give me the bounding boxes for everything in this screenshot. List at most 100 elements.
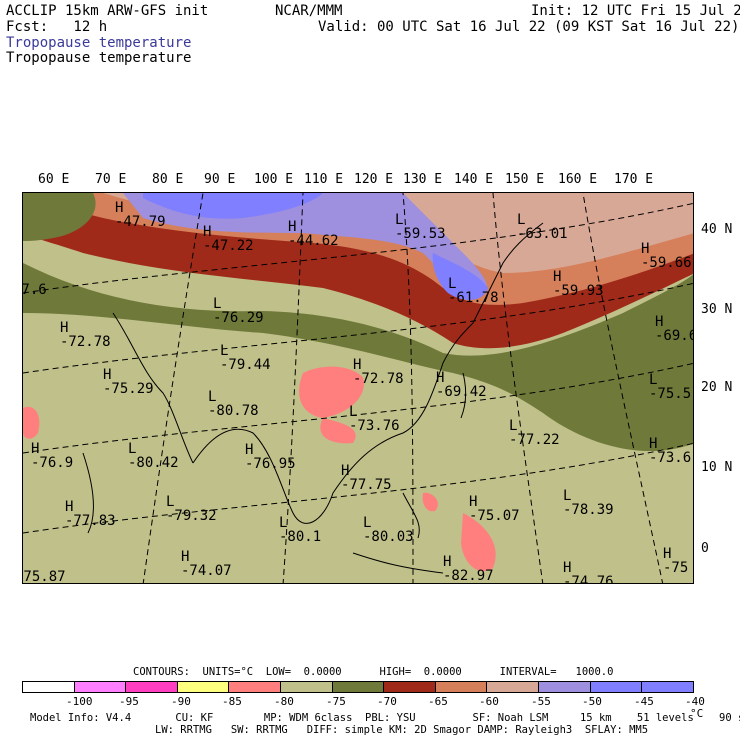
field-extremum-label: L -75.5: [649, 373, 691, 401]
extremum-marker: H: [563, 560, 572, 576]
legend-tick: -75: [326, 695, 346, 708]
legend-tick: -45: [634, 695, 654, 708]
extremum-value: -80.03: [363, 529, 414, 545]
extremum-value: -73.6: [649, 450, 692, 466]
extremum-value: -76.9: [31, 455, 74, 471]
field-title-1: Tropopause temperature: [6, 35, 192, 51]
legend-tick: -60: [479, 695, 499, 708]
lon-label: 140 E: [454, 172, 494, 187]
extremum-value: -74.07: [181, 563, 232, 579]
model-info-line-2: LW: RRTMG SW: RRTMG DIFF: simple KM: 2D …: [155, 724, 649, 736]
legend-swatch: [435, 682, 488, 692]
model-info-line-1: Model Info: V4.4 CU: KF MP: WDM 6class P…: [30, 712, 740, 724]
extremum-marker: L: [517, 212, 526, 228]
field-extremum-label: L -80.03: [363, 516, 414, 544]
field-extremum-label: L -63.01: [517, 213, 568, 241]
lon-label: 150 E: [505, 172, 545, 187]
field-extremum-label: H -75: [663, 547, 688, 575]
lon-label: 120 E: [354, 172, 394, 187]
extremum-value: -76.95: [245, 456, 296, 472]
field-extremum-label: L -59.53: [395, 213, 446, 241]
extremum-value: -63.01: [517, 226, 568, 242]
extremum-marker: L: [128, 441, 137, 457]
forecast-hour: Fcst: 12 h: [6, 19, 108, 35]
extremum-value: -72.78: [60, 334, 111, 350]
extremum-marker: L: [509, 418, 518, 434]
legend-swatch: [384, 682, 436, 692]
extremum-marker: L: [220, 343, 229, 359]
lon-label: 100 E: [254, 172, 294, 187]
lon-label: 170 E: [614, 172, 654, 187]
color-legend: [22, 681, 694, 693]
field-extremum-label: H -75.29: [103, 368, 154, 396]
legend-tick: -95: [119, 695, 139, 708]
extremum-value: -79.32: [166, 508, 217, 524]
field-extremum-label: H -76.95: [245, 443, 296, 471]
field-extremum-label: L -80.1: [279, 516, 321, 544]
init-time: Init: 12 UTC Fri 15 Jul 22: [531, 3, 740, 19]
extremum-marker: H: [443, 554, 452, 570]
extremum-value: 77.6: [22, 282, 47, 298]
legend-swatch: [177, 682, 230, 692]
extremum-marker: H: [649, 436, 658, 452]
temperature-field: [23, 193, 693, 583]
extremum-marker: H: [23, 555, 24, 571]
extremum-marker: H: [353, 357, 362, 373]
extremum-value: -75.87: [23, 569, 66, 584]
extremum-marker: L: [649, 372, 658, 388]
extremum-value: -75.07: [469, 508, 520, 524]
extremum-marker: H: [245, 442, 254, 458]
extremum-value: -59.93: [553, 283, 604, 299]
legend-tick: -50: [582, 695, 602, 708]
extremum-marker: H: [65, 499, 74, 515]
legend-swatch: [23, 682, 75, 692]
extremum-value: -77.75: [341, 477, 392, 493]
extremum-marker: H: [115, 200, 124, 216]
field-extremum-label: L -76.29: [213, 297, 264, 325]
extremum-value: -47.79: [115, 214, 166, 230]
extremum-marker: L: [349, 404, 358, 420]
center-name: NCAR/MMM: [275, 3, 343, 19]
extremum-marker: H: [103, 367, 112, 383]
legend-tick: -90: [171, 695, 191, 708]
extremum-value: -59.66: [641, 255, 692, 271]
lon-label: 80 E: [152, 172, 184, 187]
field-extremum-label: H -75.07: [469, 495, 520, 523]
field-extremum-label: H -74.76: [563, 560, 614, 583]
extremum-value: -80.1: [279, 529, 322, 545]
legend-tick: -85: [222, 695, 242, 708]
extremum-value: -79.44: [220, 357, 271, 373]
field-extremum-label: L -77.22: [509, 419, 560, 447]
field-extremum-label: L -73.76: [349, 405, 400, 433]
legend-swatch: [126, 682, 178, 692]
extremum-value: -78.39: [563, 502, 614, 518]
extremum-value: -77.22: [509, 432, 560, 448]
extremum-value: -59.53: [395, 226, 446, 242]
field-extremum-label: H -77.75: [341, 464, 392, 492]
extremum-marker: H: [663, 546, 672, 562]
extremum-value: -82.97: [443, 568, 494, 584]
legend-swatch: [229, 682, 282, 692]
map-panel: H -47.79 H -47.22 H -44.62 L -59.53 L -63.01 …: [22, 192, 694, 584]
legend-tick: -65: [428, 695, 448, 708]
extremum-value: -72.78: [353, 371, 404, 387]
extremum-marker: H: [553, 269, 562, 285]
lon-label: 130 E: [403, 172, 443, 187]
field-extremum-label: H -82.97: [443, 555, 494, 583]
field-extremum-label: H -74.07: [181, 550, 232, 578]
extremum-marker: L: [363, 515, 372, 531]
extremum-value: -76.29: [213, 310, 264, 326]
model-title: ACCLIP 15km ARW-GFS init: [6, 3, 209, 19]
lat-label: 20 N: [701, 380, 733, 395]
legend-tick: -55: [531, 695, 551, 708]
field-extremum-label: L -80.42: [128, 442, 179, 470]
legend-tick: -80: [274, 695, 294, 708]
legend-unit: °C: [690, 707, 704, 720]
extremum-value: -80.42: [128, 455, 179, 471]
extremum-marker: H: [641, 241, 650, 257]
field-extremum-label: H -47.22: [203, 225, 254, 253]
extremum-value: -69.6: [655, 328, 694, 344]
extremum-marker: L: [166, 494, 175, 510]
legend-tick: -40: [685, 695, 705, 708]
extremum-marker: H: [31, 441, 40, 457]
